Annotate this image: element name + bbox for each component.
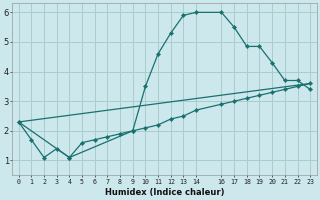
X-axis label: Humidex (Indice chaleur): Humidex (Indice chaleur) — [105, 188, 224, 197]
